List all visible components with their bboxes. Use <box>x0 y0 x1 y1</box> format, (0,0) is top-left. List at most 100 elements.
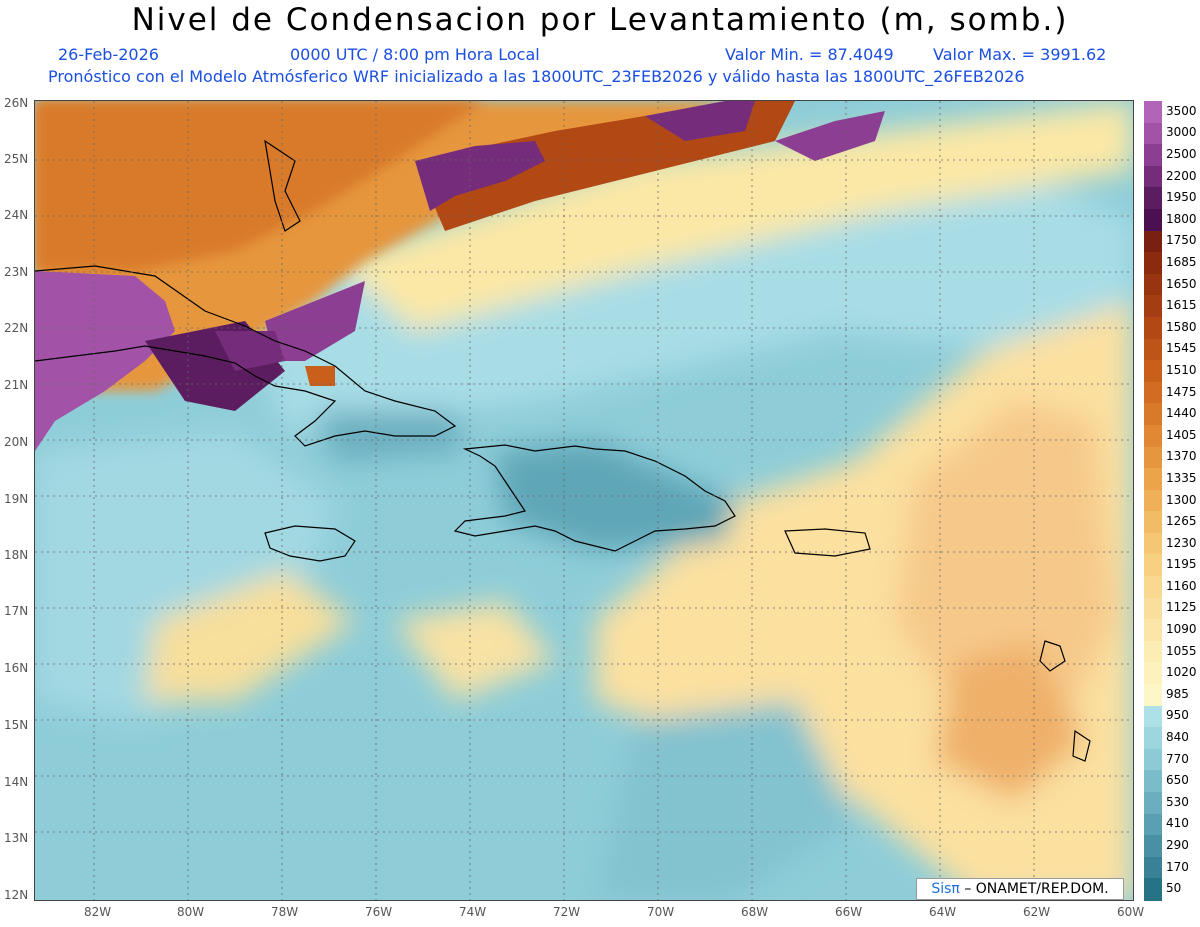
lon-label: 68W <box>741 905 769 919</box>
colorbar-swatch <box>1144 684 1162 707</box>
colorbar-swatch <box>1144 856 1162 879</box>
colorbar-swatch <box>1144 662 1162 685</box>
colorbar-swatch <box>1144 446 1162 469</box>
colorbar-label: 2200 <box>1166 168 1197 183</box>
colorbar-label: 290 <box>1166 838 1189 852</box>
lat-label: 19N <box>4 492 29 506</box>
lon-label: 60W <box>1117 905 1145 919</box>
colorbar-swatch <box>1144 770 1162 793</box>
lat-label: 24N <box>4 208 29 222</box>
colorbar-swatch <box>1144 208 1162 232</box>
colorbar-label: 1020 <box>1166 665 1197 680</box>
date-label: 26-Feb-2026 <box>58 45 159 64</box>
lon-label: 72W <box>553 905 581 919</box>
cuba-coastline <box>35 265 457 447</box>
colorbar-label: 1650 <box>1166 276 1197 291</box>
colorbar-swatch <box>1144 360 1162 383</box>
lon-label: 70W <box>647 905 675 919</box>
colorbar-label: 1950 <box>1166 190 1197 205</box>
field-shading <box>35 101 1133 900</box>
lat-label: 18N <box>4 548 29 562</box>
colorbar-swatch <box>1144 381 1162 404</box>
colorbar-label: 840 <box>1166 730 1189 745</box>
subtitle: Pronóstico con el Modelo Atmósferico WRF… <box>48 67 1025 86</box>
map-panel <box>35 101 1133 900</box>
colorbar-label: 1300 <box>1166 492 1197 507</box>
puerto-rico-coastline <box>784 528 871 557</box>
time-label: 0000 UTC / 8:00 pm Hora Local <box>290 45 540 64</box>
colorbar-swatch <box>1144 403 1162 426</box>
colorbar-swatch <box>1144 165 1162 188</box>
colorbar-label: 3500 <box>1166 103 1197 118</box>
colorbar-swatch <box>1144 468 1162 491</box>
lat-label: 23N <box>4 265 29 279</box>
lon-label: 82W <box>84 905 112 919</box>
colorbar-swatch <box>1144 532 1162 556</box>
colorbar-label: 1405 <box>1166 427 1197 442</box>
lat-label: 22N <box>4 321 29 335</box>
colorbar <box>1144 101 1162 901</box>
colorbar-label: 950 <box>1166 708 1189 723</box>
credit-box: Sisπ – ONAMET/REP.DOM. <box>916 878 1124 900</box>
colorbar-swatch <box>1144 878 1162 901</box>
colorbar-swatch <box>1144 273 1162 296</box>
lon-label: 74W <box>459 905 487 919</box>
lat-label: 17N <box>4 604 29 618</box>
colorbar-label: 985 <box>1166 686 1189 701</box>
credit-text: – ONAMET/REP.DOM. <box>964 881 1109 897</box>
colorbar-label: 1055 <box>1166 643 1197 658</box>
colorbar-swatch <box>1144 792 1162 815</box>
hispaniola-coastline <box>453 444 736 552</box>
colorbar-label: 1510 <box>1166 362 1197 377</box>
colorbar-label: 2500 <box>1166 146 1197 161</box>
lat-label: 21N <box>4 378 29 392</box>
jamaica-coastline <box>264 525 356 562</box>
colorbar-swatch <box>1144 489 1162 512</box>
colorbar-label: 650 <box>1166 773 1189 788</box>
colorbar-swatch <box>1144 511 1162 534</box>
coastlines <box>35 139 1091 762</box>
st-vincent-coastline <box>1072 729 1091 762</box>
lon-label: 76W <box>365 905 393 919</box>
gridlines <box>35 101 1133 900</box>
colorbar-swatch <box>1144 813 1162 836</box>
lat-label: 13N <box>4 831 29 845</box>
colorbar-label: 3000 <box>1166 125 1197 140</box>
colorbar-swatch <box>1144 640 1162 664</box>
colorbar-label: 1440 <box>1166 406 1197 421</box>
max-value-label: Valor Max. = 3991.62 <box>933 45 1107 64</box>
colorbar-label: 1615 <box>1166 298 1197 313</box>
colorbar-label: 1475 <box>1166 384 1197 399</box>
colorbar-label: 1125 <box>1166 600 1197 615</box>
colorbar-swatch <box>1144 554 1162 577</box>
colorbar-swatch <box>1144 576 1162 599</box>
credit-sis: Sisπ <box>931 881 960 897</box>
lat-label: 16N <box>4 661 29 675</box>
northwest-warm-region <box>35 101 885 451</box>
colorbar-swatch <box>1144 187 1162 210</box>
colorbar-swatch <box>1144 748 1162 772</box>
colorbar-label: 410 <box>1166 816 1189 831</box>
colorbar-label: 1230 <box>1166 535 1197 550</box>
colorbar-label: 770 <box>1166 751 1189 766</box>
martinique-coastline <box>1039 640 1066 672</box>
colorbar-swatch <box>1144 252 1162 275</box>
chart-title: Nivel de Condensacion por Levantamiento … <box>131 2 1069 38</box>
lat-label: 25N <box>4 152 29 166</box>
colorbar-swatch <box>1144 727 1162 750</box>
colorbar-label: 1370 <box>1166 449 1197 464</box>
colorbar-label: 1685 <box>1166 254 1197 269</box>
colorbar-swatch <box>1144 122 1162 145</box>
colorbar-swatch <box>1144 230 1162 253</box>
bahamas-coastline <box>264 139 301 232</box>
lon-label: 80W <box>177 905 205 919</box>
colorbar-swatch <box>1144 705 1162 728</box>
colorbar-label: 1800 <box>1166 211 1197 226</box>
lat-label: 12N <box>4 888 29 902</box>
lon-label: 62W <box>1023 905 1051 919</box>
colorbar-swatch <box>1144 619 1162 642</box>
colorbar-swatch <box>1144 835 1162 858</box>
lon-label: 64W <box>929 905 957 919</box>
colorbar-label: 50 <box>1166 881 1182 896</box>
colorbar-label: 1090 <box>1166 622 1197 637</box>
